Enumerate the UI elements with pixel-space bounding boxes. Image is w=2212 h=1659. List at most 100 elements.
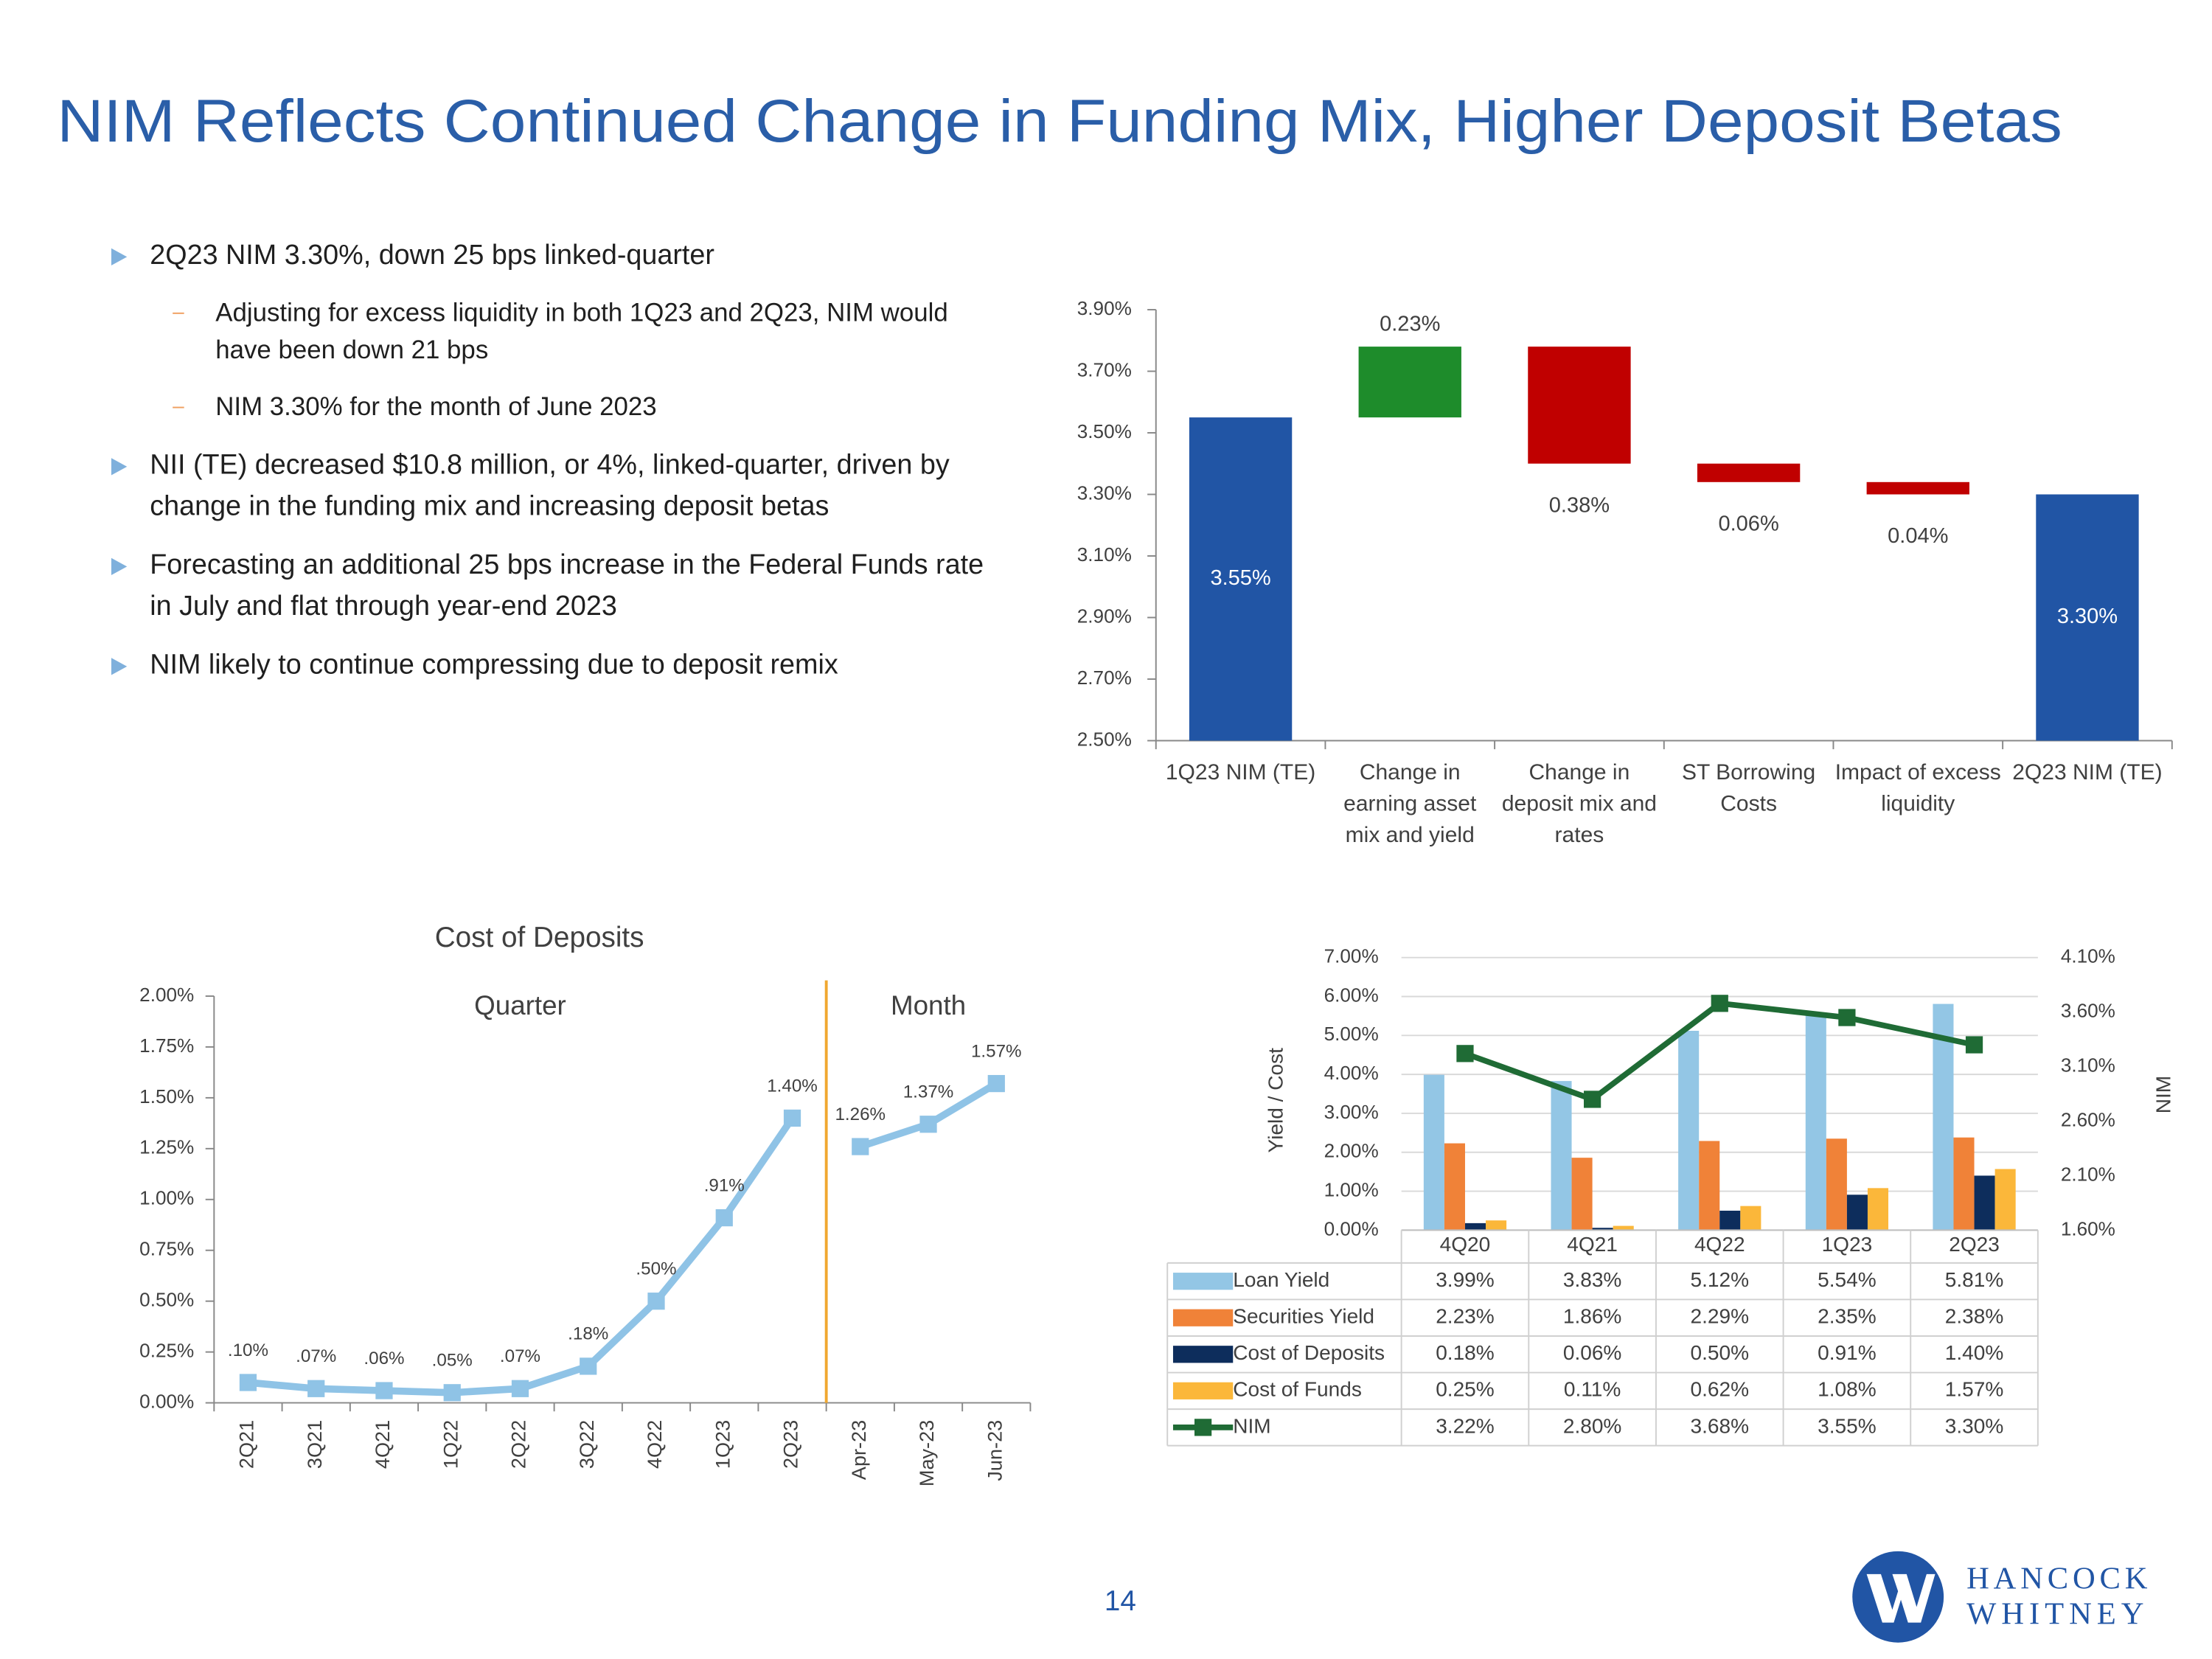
bullet-text: Forecasting an additional 25 bps increas… — [150, 549, 984, 622]
y-tick-label: 2.70% — [1077, 667, 1132, 689]
bar — [1613, 1225, 1634, 1231]
data-label: 0.06% — [1718, 512, 1778, 536]
bar — [1528, 347, 1631, 464]
table-cell: 2.38% — [1945, 1305, 2004, 1328]
y-tick-label: 3.90% — [1077, 297, 1132, 319]
legend-label: Cost of Funds — [1233, 1378, 1362, 1401]
y-axis-label: Yield / Cost — [1265, 1048, 1287, 1153]
x-tick-label: Impact of excess liquidity — [1834, 760, 2001, 817]
y-tick-label: 3.50% — [1077, 420, 1132, 442]
chart-title: Cost of Deposits — [435, 922, 644, 953]
legend-label: Securities Yield — [1233, 1305, 1374, 1328]
table-header: 1Q23 — [1822, 1233, 1873, 1256]
y-tick-label: 1.60% — [2061, 1217, 2115, 1239]
marker — [580, 1357, 597, 1375]
line-chart: Cost of Deposits 0.00% 0.25% 0.50% 0.75% 1.00… — [139, 922, 1032, 1486]
bullet-text: NIM likely to continue compressing due t… — [150, 649, 838, 681]
logo-text: WHITNEY — [1966, 1597, 2149, 1632]
bullet: NIM likely to continue compressing due t… — [107, 645, 999, 686]
x-tick-label-box: Change in deposit mix and rates — [1502, 761, 1657, 848]
sub-bullet-text: Adjusting for excess liquidity in both 1… — [215, 298, 948, 364]
bar — [1994, 1169, 2016, 1231]
bar — [1740, 1206, 1761, 1231]
table-header: 4Q21 — [1567, 1233, 1618, 1256]
data-label: .07% — [500, 1346, 540, 1366]
marker — [783, 1109, 801, 1127]
bullet: 2Q23 NIM 3.30%, down 25 bps linked-quart… — [107, 235, 999, 276]
marker — [443, 1384, 461, 1402]
sub-bullet: Adjusting for excess liquidity in both 1… — [107, 294, 999, 369]
x-tick-label: Change in earning asset mix and yield — [1343, 760, 1477, 848]
x-tick-label: 1Q23 NIM (TE) — [1165, 760, 1316, 785]
y-tick-label: 1.75% — [139, 1034, 194, 1057]
data-label: .50% — [636, 1259, 676, 1279]
y-tick-label: 4.10% — [2061, 945, 2115, 967]
table-cell: 3.83% — [1563, 1268, 1622, 1291]
marker — [239, 1374, 257, 1391]
y-tick-label: 3.70% — [1077, 358, 1132, 380]
data-label: 3.30% — [2057, 605, 2118, 628]
x-tick-label: 2Q23 NIM (TE) — [2012, 760, 2163, 785]
legend-swatch — [1172, 1273, 1234, 1290]
table-header: 4Q22 — [1694, 1233, 1745, 1256]
combo-chart: 0.00% 1.00% 2.00% 3.00% 4.00% 5.00% 6.00% 7.00%… — [1166, 945, 2175, 1447]
x-tick-label: 3Q21 — [303, 1420, 326, 1469]
marker — [307, 1380, 325, 1397]
bar — [1846, 1194, 1868, 1231]
data-label: .10% — [228, 1340, 268, 1360]
y2-axis-label: NIM — [2152, 1076, 2175, 1113]
x-tick-label-box: 2Q23 NIM (TE) — [2012, 760, 2163, 785]
data-label: 0.23% — [1380, 313, 1440, 336]
sub-bullet: NIM 3.30% for the month of June 2023 — [107, 388, 999, 425]
x-tick-label-box: Impact of excess liquidity — [1834, 760, 2001, 817]
table-cell: 1.40% — [1945, 1341, 2004, 1364]
logo-mark — [1866, 1573, 1935, 1623]
table-cell: 3.22% — [1436, 1414, 1495, 1437]
table-cell: 0.62% — [1690, 1378, 1749, 1401]
y-tick-label: 1.00% — [1324, 1178, 1379, 1200]
y-tick-label: 1.00% — [139, 1187, 194, 1209]
table-cell: 1.08% — [1818, 1378, 1877, 1401]
bullet-marker — [111, 658, 128, 675]
y-tick-label: 0.00% — [1324, 1217, 1379, 1239]
bar — [1423, 1074, 1444, 1231]
bar — [1486, 1220, 1507, 1231]
marker — [647, 1293, 665, 1310]
data-label: .06% — [364, 1349, 404, 1368]
bar — [1678, 1030, 1700, 1231]
x-tick-label: 2Q22 — [507, 1420, 530, 1469]
bullet-text: NII (TE) decreased $10.8 million, or 4%,… — [150, 449, 950, 523]
y-tick-label: 3.60% — [2061, 1000, 2115, 1022]
bullets-box: 2Q23 NIM 3.30%, down 25 bps linked-quart… — [107, 235, 999, 686]
y-tick-label: 3.00% — [1324, 1101, 1379, 1123]
bullet: NII (TE) decreased $10.8 million, or 4%,… — [107, 445, 999, 528]
x-tick-label: 2Q23 — [779, 1420, 802, 1469]
legend-swatch — [1172, 1309, 1234, 1326]
data-label: 3.55% — [1210, 566, 1270, 590]
marker — [987, 1074, 1005, 1093]
data-label: 1.40% — [767, 1076, 818, 1096]
group-label: Month — [891, 990, 966, 1020]
logo: HANCOCK WHITNEY — [1852, 1551, 2149, 1643]
y-tick-label: 2.00% — [1324, 1140, 1379, 1162]
data-label: 0.38% — [1549, 493, 1610, 517]
marker — [1456, 1045, 1474, 1062]
y-tick-label: 3.10% — [1077, 543, 1132, 566]
table-header: 4Q20 — [1440, 1233, 1491, 1256]
bullet-marker — [111, 458, 128, 476]
marker — [852, 1138, 869, 1155]
x-tick-label: Apr-23 — [847, 1420, 870, 1480]
sub-bullet-marker — [173, 312, 184, 314]
y-tick-label: 2.50% — [1077, 728, 1132, 750]
line — [1464, 1000, 1975, 1103]
data-label: 1.37% — [903, 1082, 954, 1102]
sub-bullet-marker — [173, 406, 184, 408]
marker — [715, 1208, 733, 1227]
marker — [1838, 1009, 1856, 1026]
x-tick-label: 3Q22 — [575, 1420, 598, 1469]
marker — [1711, 995, 1728, 1012]
y-tick-label: 7.00% — [1324, 945, 1379, 967]
bar — [1592, 1228, 1613, 1231]
y-tick-label: 6.00% — [1324, 984, 1379, 1006]
